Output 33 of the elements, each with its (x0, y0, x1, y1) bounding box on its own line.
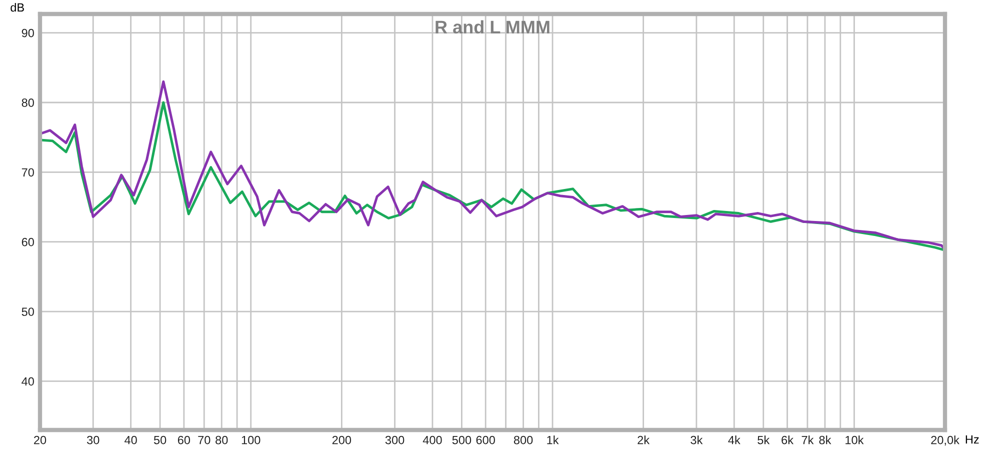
x-tick-label: 400 (422, 436, 442, 444)
x-tick-label: 4k (728, 436, 740, 444)
x-tick-label: 40 (124, 436, 137, 444)
x-tick-label: 30 (87, 436, 100, 444)
chart-title: R and L MMM (436, 20, 550, 34)
x-axis-title: Hz (966, 435, 979, 444)
x-tick-label: 80 (216, 436, 228, 444)
x-tick-label: 2k (638, 436, 650, 444)
x-tick-label: 20 (34, 436, 46, 444)
x-tick-label: 20,0k (931, 436, 960, 446)
y-tick-label: 80 (22, 98, 34, 107)
y-axis-title: dB (10, 2, 24, 12)
x-tick-label: 200 (332, 436, 352, 444)
x-tick-label: 500 (452, 436, 472, 444)
x-tick-label: 60 (178, 436, 190, 444)
x-tick-label: 8k (819, 436, 832, 444)
x-tick-label: 600 (476, 436, 495, 444)
y-tick-label: 40 (22, 377, 34, 386)
x-tick-label: 50 (154, 436, 166, 444)
y-tick-label: 90 (22, 28, 34, 38)
x-tick-label: 7k (802, 436, 814, 444)
x-tick-label: 6k (782, 436, 794, 444)
y-tick-label: 60 (22, 238, 34, 246)
x-tick-label: 70 (198, 436, 210, 444)
x-tick-label: 800 (514, 436, 533, 444)
x-tick-label: 100 (242, 436, 260, 444)
y-tick-label: 50 (22, 308, 34, 316)
x-tick-label: 1k (547, 436, 559, 444)
x-tick-label: 5k (758, 436, 770, 444)
x-tick-label: 300 (385, 436, 404, 444)
y-tick-label: 70 (22, 168, 34, 177)
x-tick-label: 10k (846, 436, 864, 444)
x-tick-label: 3k (690, 436, 703, 444)
